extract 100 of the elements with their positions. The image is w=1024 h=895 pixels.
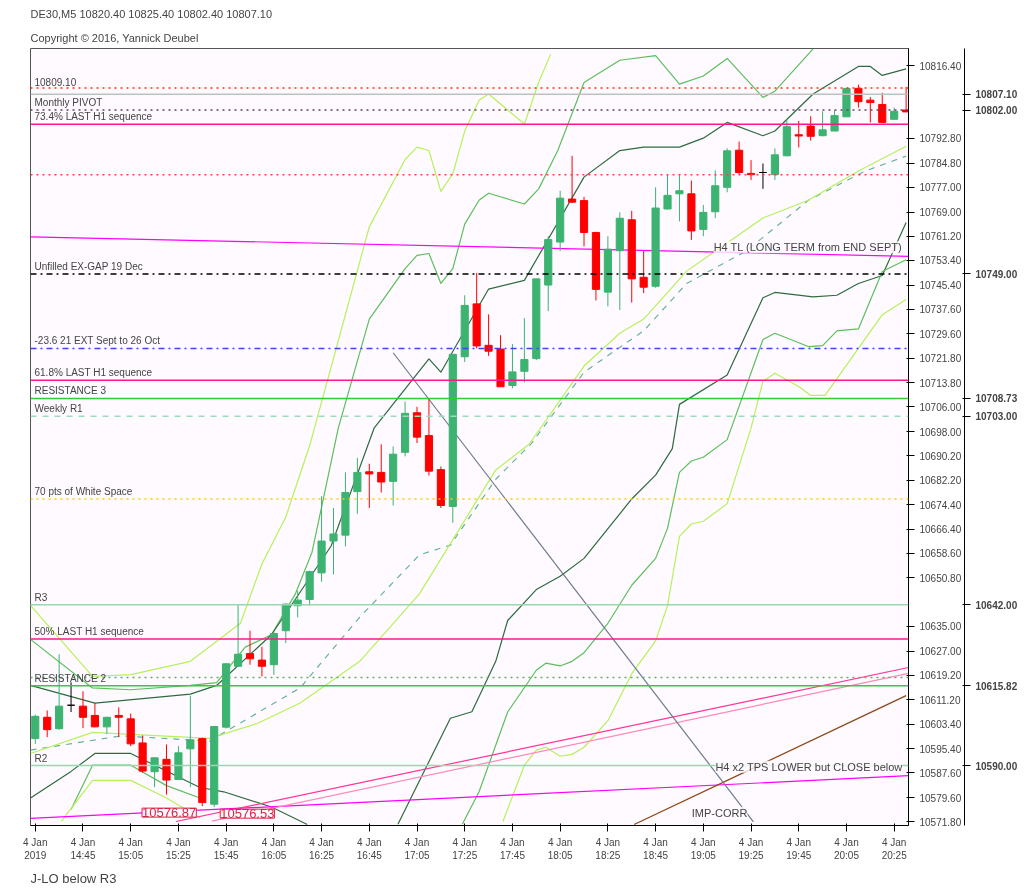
candlestick	[162, 743, 171, 796]
ref-line-label: Weekly R1	[34, 403, 84, 415]
candlestick	[735, 141, 744, 175]
x-tick-label: 4 Jan 19:45	[786, 836, 812, 861]
y2-tick-label: 10802.00	[975, 105, 1018, 117]
candlestick	[31, 714, 40, 745]
ref-line-label: Unfilled EX-GAP 19 Dec	[34, 260, 143, 272]
candlestick	[186, 695, 195, 788]
candlestick	[568, 155, 577, 204]
x-tick-label: 4 Jan 15:05	[118, 836, 144, 861]
y2-tick-label: 10642.00	[975, 599, 1018, 611]
y-tick-label: 10721.80	[919, 353, 962, 364]
ref-line-label: 73.4% LAST H1 sequence	[34, 111, 153, 123]
x-tick-label: 4 Jan 2019	[23, 836, 48, 861]
candlestick	[365, 463, 374, 509]
candlestick	[902, 86, 909, 113]
x-tick-label: 4 Jan 16:05	[261, 836, 287, 861]
x-tick-label: 4 Jan 17:25	[452, 836, 478, 861]
candlestick	[353, 457, 362, 515]
y-tick-label: 10792.80	[919, 133, 962, 145]
candlestick	[245, 630, 255, 666]
y2-tick-label: 10703.00	[975, 411, 1018, 423]
candlestick	[818, 110, 827, 137]
x-tick-label: 4 Jan 15:45	[213, 836, 240, 861]
y-tick-label: 10698.00	[919, 426, 962, 438]
series-label: IMP-CORR	[691, 806, 748, 819]
ref-line-label: -23.6 21 EXT Sept to 26 Oct	[34, 335, 161, 347]
x-tick-label: 4 Jan 16:45	[356, 836, 383, 861]
candlestick	[639, 250, 648, 294]
y-tick-label: 10650.80	[919, 572, 962, 584]
y-tick-label: 10579.60	[919, 792, 962, 804]
y-tick-label: 10753.40	[919, 255, 962, 267]
y-tick-label: 10777.00	[919, 182, 962, 194]
candlestick	[770, 147, 779, 181]
candlestick	[866, 96, 875, 123]
candlestick	[90, 702, 99, 728]
y-tick-label: 10745.40	[919, 280, 962, 292]
y2-tick-label: 10590.00	[975, 760, 1018, 772]
candlestick	[233, 604, 243, 668]
y-tick-label: 10706.00	[919, 401, 962, 413]
candlestick	[663, 174, 672, 211]
text: 10576.53	[220, 806, 275, 822]
candlestick	[114, 706, 123, 738]
y-tick-label: 10769.00	[919, 207, 962, 219]
y2-tick-label: 10807.10	[975, 89, 1018, 101]
x-tick-label: 4 Jan 18:45	[643, 836, 669, 861]
y-tick-label: 10674.40	[919, 499, 962, 511]
x-tick-label: 4 Jan 19:25	[738, 836, 764, 861]
y2-tick-label: 10615.82	[975, 680, 1018, 692]
x-tick-label: 4 Jan 18:25	[595, 836, 621, 861]
y-tick-label: 10611.20	[919, 694, 961, 706]
candlestick	[508, 343, 517, 389]
candlestick	[794, 120, 803, 148]
y-tick-label: 10682.20	[919, 475, 962, 487]
ref-line-label: R2	[34, 752, 48, 764]
x-tick-label: 4 Jan 19:05	[690, 836, 717, 861]
candlestick	[675, 174, 684, 222]
y-tick-label: 10761.20	[919, 231, 962, 243]
ref-line-label: 50% LAST H1 sequence	[34, 626, 145, 638]
ref-line-label: R3	[34, 591, 48, 603]
series-label: H4 x2 TPS LOWER but CLOSE below	[715, 760, 903, 773]
candlestick	[377, 443, 386, 493]
candlestick	[854, 84, 863, 109]
candlestick	[329, 507, 338, 575]
candlestick	[484, 313, 493, 357]
candlestick	[257, 646, 267, 677]
y-tick-label: 10587.60	[919, 767, 962, 779]
y-tick-label: 10816.40	[919, 60, 962, 72]
ref-line-label: 10809.10	[34, 77, 77, 89]
text: 10576.87	[142, 805, 197, 821]
y-tick-label: 10713.80	[919, 377, 962, 389]
x-tick-label: 4 Jan 20:05	[833, 836, 860, 861]
candlestick	[43, 709, 52, 738]
y-tick-label: 10627.00	[919, 646, 962, 658]
candlestick	[830, 109, 839, 132]
candlestick	[293, 590, 302, 618]
y-tick-label: 10635.00	[919, 621, 962, 633]
x-tick-label: 4 Jan 20:25	[881, 836, 908, 861]
x-tick-label: 4 Jan 16:25	[309, 836, 335, 861]
y-tick-label: 10729.60	[919, 328, 962, 340]
x-tick-label: 4 Jan 15:25	[165, 836, 192, 861]
y-tick-label: 10658.60	[919, 548, 962, 560]
y-tick-label: 10737.60	[919, 304, 962, 316]
y-tick-label: 10595.40	[919, 743, 962, 755]
ref-line-label: Monthly PIVOT	[34, 97, 103, 109]
series-label: H4 TL (LONG TERM from END SEPT)	[713, 241, 902, 254]
y-tick-label: 10666.40	[919, 524, 962, 536]
text: J-LO below R3	[30, 870, 117, 886]
candlestick	[78, 690, 88, 729]
x-tick-label: 4 Jan 14:45	[70, 836, 96, 861]
ref-line-label: 70 pts of White Space	[34, 485, 133, 497]
candlestick	[520, 317, 529, 383]
candlestick	[806, 115, 815, 142]
y-tick-label: 10784.80	[919, 158, 962, 170]
x-tick-label: 4 Jan 17:05	[404, 836, 430, 861]
chart-subtitle: Copyright © 2016, Yannick Deubel	[30, 31, 199, 44]
y-tick-label: 10690.20	[919, 450, 962, 462]
candlestick	[878, 92, 887, 123]
candlestick	[150, 757, 159, 788]
chart-title: DE30,M5 10820.40 10825.40 10802.40 10807.10	[30, 7, 273, 20]
